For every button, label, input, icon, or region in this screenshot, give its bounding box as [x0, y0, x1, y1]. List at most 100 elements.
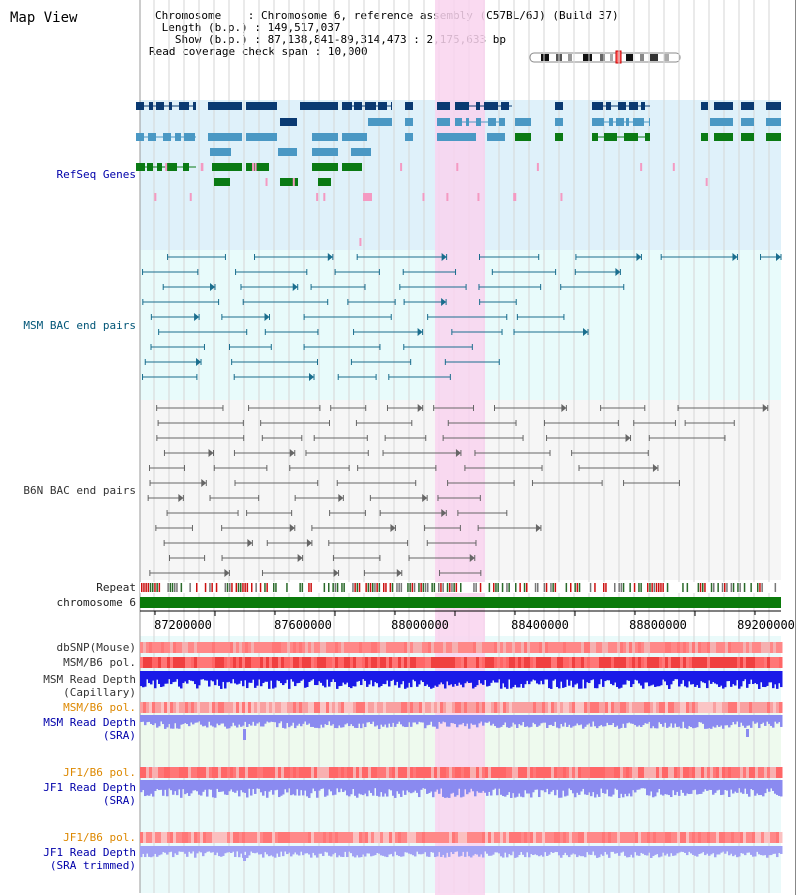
gene-arrow — [741, 102, 746, 110]
heat-cell — [752, 642, 756, 653]
depth-bar — [308, 671, 311, 682]
gene-pink — [165, 163, 168, 171]
depth-bar — [758, 780, 761, 796]
depth-bar — [602, 780, 605, 793]
gene-exon — [318, 178, 331, 186]
heat-cell — [767, 642, 771, 653]
depth-bar — [426, 715, 429, 726]
heat-cell — [377, 832, 381, 843]
depth-bar — [230, 846, 233, 853]
msm-bac-track[interactable] — [142, 253, 782, 381]
variation-tracks[interactable] — [140, 642, 783, 861]
depth-bar — [382, 846, 385, 856]
depth-bar — [346, 780, 349, 796]
depth-bar — [730, 715, 733, 726]
repeat-element — [658, 583, 660, 592]
heat-cell — [593, 767, 597, 778]
heat-cell — [770, 702, 774, 713]
repeat-element — [211, 583, 213, 592]
depth-bar — [646, 780, 649, 796]
heat-cell — [194, 657, 198, 668]
depth-bar — [682, 671, 685, 681]
heat-cell — [542, 832, 546, 843]
depth-bar — [540, 846, 543, 856]
heat-cell — [377, 642, 381, 653]
repeat-element — [550, 583, 552, 592]
depth-bar — [442, 780, 445, 797]
depth-bar — [364, 780, 367, 794]
heat-cell — [317, 832, 321, 843]
depth-bar — [220, 780, 223, 792]
heat-cell — [182, 657, 186, 668]
heat-cell — [245, 767, 249, 778]
depth-bar — [178, 715, 181, 729]
gene-exon — [618, 102, 626, 110]
depth-bar — [304, 780, 307, 791]
depth-bar — [184, 780, 187, 795]
heat-cell — [266, 657, 270, 668]
selected-region-highlight[interactable] — [435, 0, 485, 895]
depth-bar — [346, 846, 349, 858]
depth-bar — [656, 780, 659, 793]
repeat-track[interactable] — [141, 583, 777, 592]
heat-cell — [743, 702, 747, 713]
depth-bar — [574, 846, 577, 855]
depth-bar — [284, 780, 287, 790]
heat-cell — [446, 702, 450, 713]
heat-cell — [605, 767, 609, 778]
repeat-element — [385, 583, 387, 592]
depth-bar — [474, 780, 477, 797]
heat-cell — [380, 767, 384, 778]
heat-cell — [398, 832, 402, 843]
repeat-element — [699, 583, 702, 592]
heat-cell — [179, 832, 183, 843]
depth-bar — [692, 780, 695, 791]
heat-cell — [626, 832, 630, 843]
repeat-element — [761, 583, 763, 592]
depth-bar — [390, 671, 393, 681]
heat-cell — [311, 832, 315, 843]
heat-cell — [599, 832, 603, 843]
depth-bar — [314, 671, 317, 686]
heat-cell — [296, 767, 300, 778]
depth-bar — [226, 715, 229, 729]
depth-bar — [632, 780, 635, 791]
heat-cell — [263, 832, 267, 843]
depth-bar — [176, 846, 179, 855]
depth-bar — [606, 671, 609, 681]
depth-bar — [504, 846, 507, 853]
heat-cell — [773, 642, 777, 653]
depth-bar — [514, 671, 517, 685]
depth-bar — [592, 846, 595, 852]
repeat-element — [143, 583, 145, 592]
heat-cell — [680, 832, 684, 843]
repeat-element — [697, 583, 700, 592]
heat-cell — [473, 832, 477, 843]
chromosome-ideogram[interactable] — [529, 50, 681, 64]
chromosome-bar[interactable] — [140, 597, 781, 608]
depth-bar — [412, 780, 415, 793]
depth-bar — [680, 780, 683, 790]
heat-cell — [422, 767, 426, 778]
heat-cell — [449, 657, 453, 668]
heat-cell — [569, 702, 573, 713]
heat-cell — [356, 657, 360, 668]
heat-cell — [710, 767, 714, 778]
heat-cell — [722, 702, 726, 713]
depth-bar — [244, 846, 247, 852]
gene-arrow — [312, 163, 317, 171]
depth-bar — [626, 846, 629, 858]
depth-bar — [672, 671, 675, 681]
heat-cell — [371, 702, 375, 713]
depth-bar — [234, 846, 237, 857]
b6n-bac-track[interactable] — [147, 404, 769, 577]
depth-bar — [198, 846, 201, 852]
heat-cell — [248, 642, 252, 653]
heat-cell — [773, 767, 777, 778]
heat-cell — [425, 642, 429, 653]
refseq-genes-track[interactable] — [136, 102, 781, 246]
depth-bar — [276, 780, 279, 790]
depth-bar — [776, 715, 779, 724]
heat-cell — [737, 642, 741, 653]
